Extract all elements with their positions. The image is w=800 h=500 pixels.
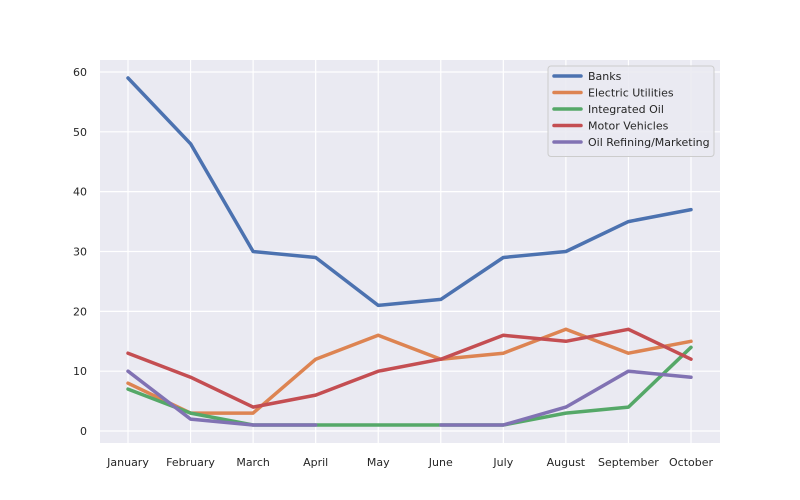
y-tick-label: 0: [80, 425, 87, 438]
y-tick-label: 50: [73, 126, 87, 139]
x-axis-ticks: January February March April May June July Augu…: [106, 456, 713, 469]
y-tick-label: 40: [73, 186, 87, 199]
series-line-banks: [126, 76, 693, 308]
x-tick-label: March: [236, 456, 270, 469]
series-line-integrated-oil: [126, 345, 693, 427]
x-tick-label: May: [367, 456, 390, 469]
legend-label-integrated-oil: Integrated Oil: [588, 103, 664, 116]
series-line-motor-vehicles: [126, 327, 693, 409]
legend-box: [547, 65, 715, 157]
y-tick-label: 60: [73, 66, 87, 79]
legend-label-electric-utilities: Electric Utilities: [588, 87, 674, 100]
y-tick-label: 10: [73, 365, 87, 378]
series-line-oil-refining-marketing: [439, 369, 693, 427]
series-integrated-oil: [126, 345, 693, 427]
y-axis-ticks: 0 10 20 30 40 50 60: [73, 66, 87, 438]
legend-label-motor-vehicles: Motor Vehicles: [588, 120, 669, 133]
legend-label-banks: Banks: [588, 70, 622, 83]
legend: Banks Electric Utilities Integrated Oil Mot…: [547, 65, 715, 157]
x-tick-label: July: [492, 456, 513, 469]
x-tick-label: June: [428, 456, 453, 469]
series-line-electric-utilities: [126, 327, 693, 415]
series-oil-refining-marketing: [126, 369, 693, 427]
x-tick-label: August: [547, 456, 586, 469]
series-lines: [126, 76, 693, 427]
x-tick-label: January: [106, 456, 149, 469]
x-tick-label: October: [669, 456, 713, 469]
series-motor-vehicles: [126, 327, 693, 409]
x-tick-label: April: [303, 456, 328, 469]
series-electric-utilities: [126, 327, 693, 415]
y-tick-label: 20: [73, 305, 87, 318]
series-banks: [126, 76, 693, 308]
series-line-oil-refining-marketing: [126, 369, 318, 427]
y-tick-label: 30: [73, 246, 87, 259]
x-tick-label: February: [166, 456, 215, 469]
x-tick-label: September: [598, 456, 659, 469]
legend-label-oil-refining-marketing: Oil Refining/Marketing: [588, 136, 710, 149]
